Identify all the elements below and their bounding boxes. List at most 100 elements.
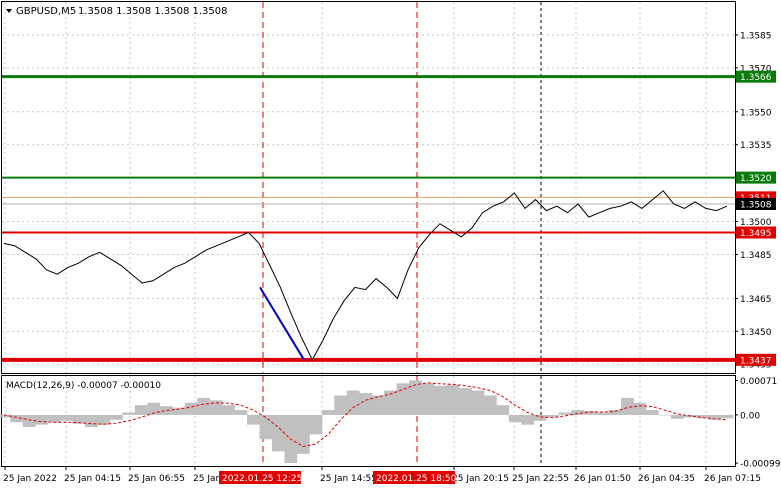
level-badge [736, 197, 776, 210]
main-plot-frame [1, 1, 736, 374]
macd-bar [409, 380, 422, 415]
x-tick-label: 25 Jan 20:15 [452, 474, 509, 484]
y-tick-label: 1.3465 [740, 295, 772, 305]
time-marker-badge [219, 471, 301, 484]
x-tick-label: 26 Jan 01:50 [574, 474, 631, 484]
macd-bar [10, 414, 23, 423]
macd-bar [259, 414, 273, 440]
macd-bar [596, 412, 609, 415]
macd-bar [296, 414, 310, 454]
time-marker-label: 2022.01.25 12:25 [222, 474, 302, 484]
time-marker-label: 2022.01.25 18:50 [376, 474, 457, 484]
macd-bar [222, 405, 235, 415]
level-badge [736, 171, 776, 184]
y-tick-label: 1.3585 [740, 31, 772, 41]
macd-bar [334, 395, 348, 415]
y-tick-label: 1.3570 [740, 64, 772, 74]
macd-bar [47, 414, 61, 423]
ohlc-values: 1.3508 1.3508 1.3508 1.3508 [78, 6, 228, 17]
macd-bar [359, 393, 373, 415]
macd-bar [508, 414, 522, 423]
x-tick-label: 26 Jan 07:15 [704, 474, 761, 484]
macd-tick-label: -0.00099 [740, 460, 781, 470]
level-badge [736, 226, 776, 239]
level-label: 1.3566 [740, 73, 772, 83]
macd-bar [521, 414, 535, 425]
y-tick-label: 1.3535 [740, 141, 772, 151]
macd-bar [720, 414, 734, 419]
macd-bar [633, 402, 647, 415]
macd-bar [533, 414, 547, 421]
y-tick-label: 1.3500 [740, 218, 772, 228]
macd-bar [571, 410, 584, 415]
symbol-dropdown-icon[interactable] [6, 9, 12, 13]
price-axis: 1.35851.35701.35501.35351.35201.35001.34… [735, 31, 776, 371]
x-tick-label: 25 Jan 14:55 [320, 474, 377, 484]
macd-bar [209, 400, 223, 415]
macd-bar [471, 390, 485, 415]
macd-histogram [0, 380, 734, 464]
macd-bar [434, 385, 447, 415]
macd-bar [97, 414, 111, 425]
x-tick-label: 25 Jan 2022 [3, 474, 57, 484]
level-label: 1.3508 [740, 200, 772, 210]
macd-bar [670, 414, 684, 419]
y-tick-label: 1.3550 [740, 108, 772, 118]
macd-bar [695, 414, 709, 419]
macd-bar [546, 414, 560, 418]
macd-bar [371, 395, 385, 415]
macd-bar [172, 407, 186, 415]
y-tick-label: 1.3485 [740, 251, 772, 261]
macd-bar [446, 384, 460, 415]
macd-label: MACD(12,26,9) -0.00007 -0.00010 [6, 381, 161, 391]
x-tick-label: 26 Jan 04:35 [638, 474, 695, 484]
time-axis: 25 Jan 2022 25 Jan 04:15 25 Jan 06:55 25 Ja… [3, 466, 761, 484]
macd-signal-line [3, 382, 728, 448]
time-marker-badge [373, 471, 455, 484]
level-label: 1.3437 [740, 356, 772, 366]
macd-bar [645, 410, 659, 415]
macd-bar [458, 388, 472, 415]
macd-axis: 0.00071 0.00 -0.00099 [735, 377, 781, 470]
macd-bar [122, 412, 136, 415]
macd-bar [272, 414, 285, 452]
macd-bar [134, 405, 148, 415]
macd-bar [60, 414, 73, 421]
level-badge [736, 70, 776, 83]
grid-lines [2, 2, 735, 466]
macd-bar [396, 383, 410, 415]
macd-bar [384, 390, 397, 415]
price-series-line [3, 190, 728, 361]
x-tick-label: 25 Jan 22:55 [512, 474, 569, 484]
macd-bar [583, 411, 597, 415]
macd-plot-frame [1, 375, 736, 467]
macd-bar [309, 414, 323, 435]
y-tick-label: 1.3450 [740, 328, 772, 338]
macd-bar [658, 414, 672, 416]
level-label: 1.3495 [740, 229, 772, 239]
macd-bar [321, 410, 335, 415]
macd-bar [483, 395, 497, 415]
macd-bar [247, 414, 260, 425]
macd-bar [159, 406, 173, 415]
macd-bar [35, 414, 48, 425]
macd-bar [184, 402, 198, 415]
macd-bar [197, 397, 210, 415]
symbol-label: GBPUSD,M5 [16, 6, 76, 17]
x-tick-label: 25 Jan 06:55 [128, 474, 185, 484]
level-badge [736, 353, 776, 366]
macd-tick-label: 0.00 [740, 411, 760, 421]
macd-bar [708, 414, 722, 420]
macd-bar [496, 405, 510, 415]
price-levels [2, 75, 735, 362]
macd-bar [72, 414, 86, 424]
macd-tick-label: 0.00071 [740, 377, 777, 387]
macd-bar [0, 414, 11, 418]
macd-bar [558, 412, 572, 415]
x-tick-label: 25 Jan 04:15 [64, 474, 121, 484]
level-label: 1.3520 [740, 174, 772, 184]
macd-bar [85, 414, 98, 428]
macd-bar [621, 397, 634, 415]
macd-bar [234, 410, 248, 415]
